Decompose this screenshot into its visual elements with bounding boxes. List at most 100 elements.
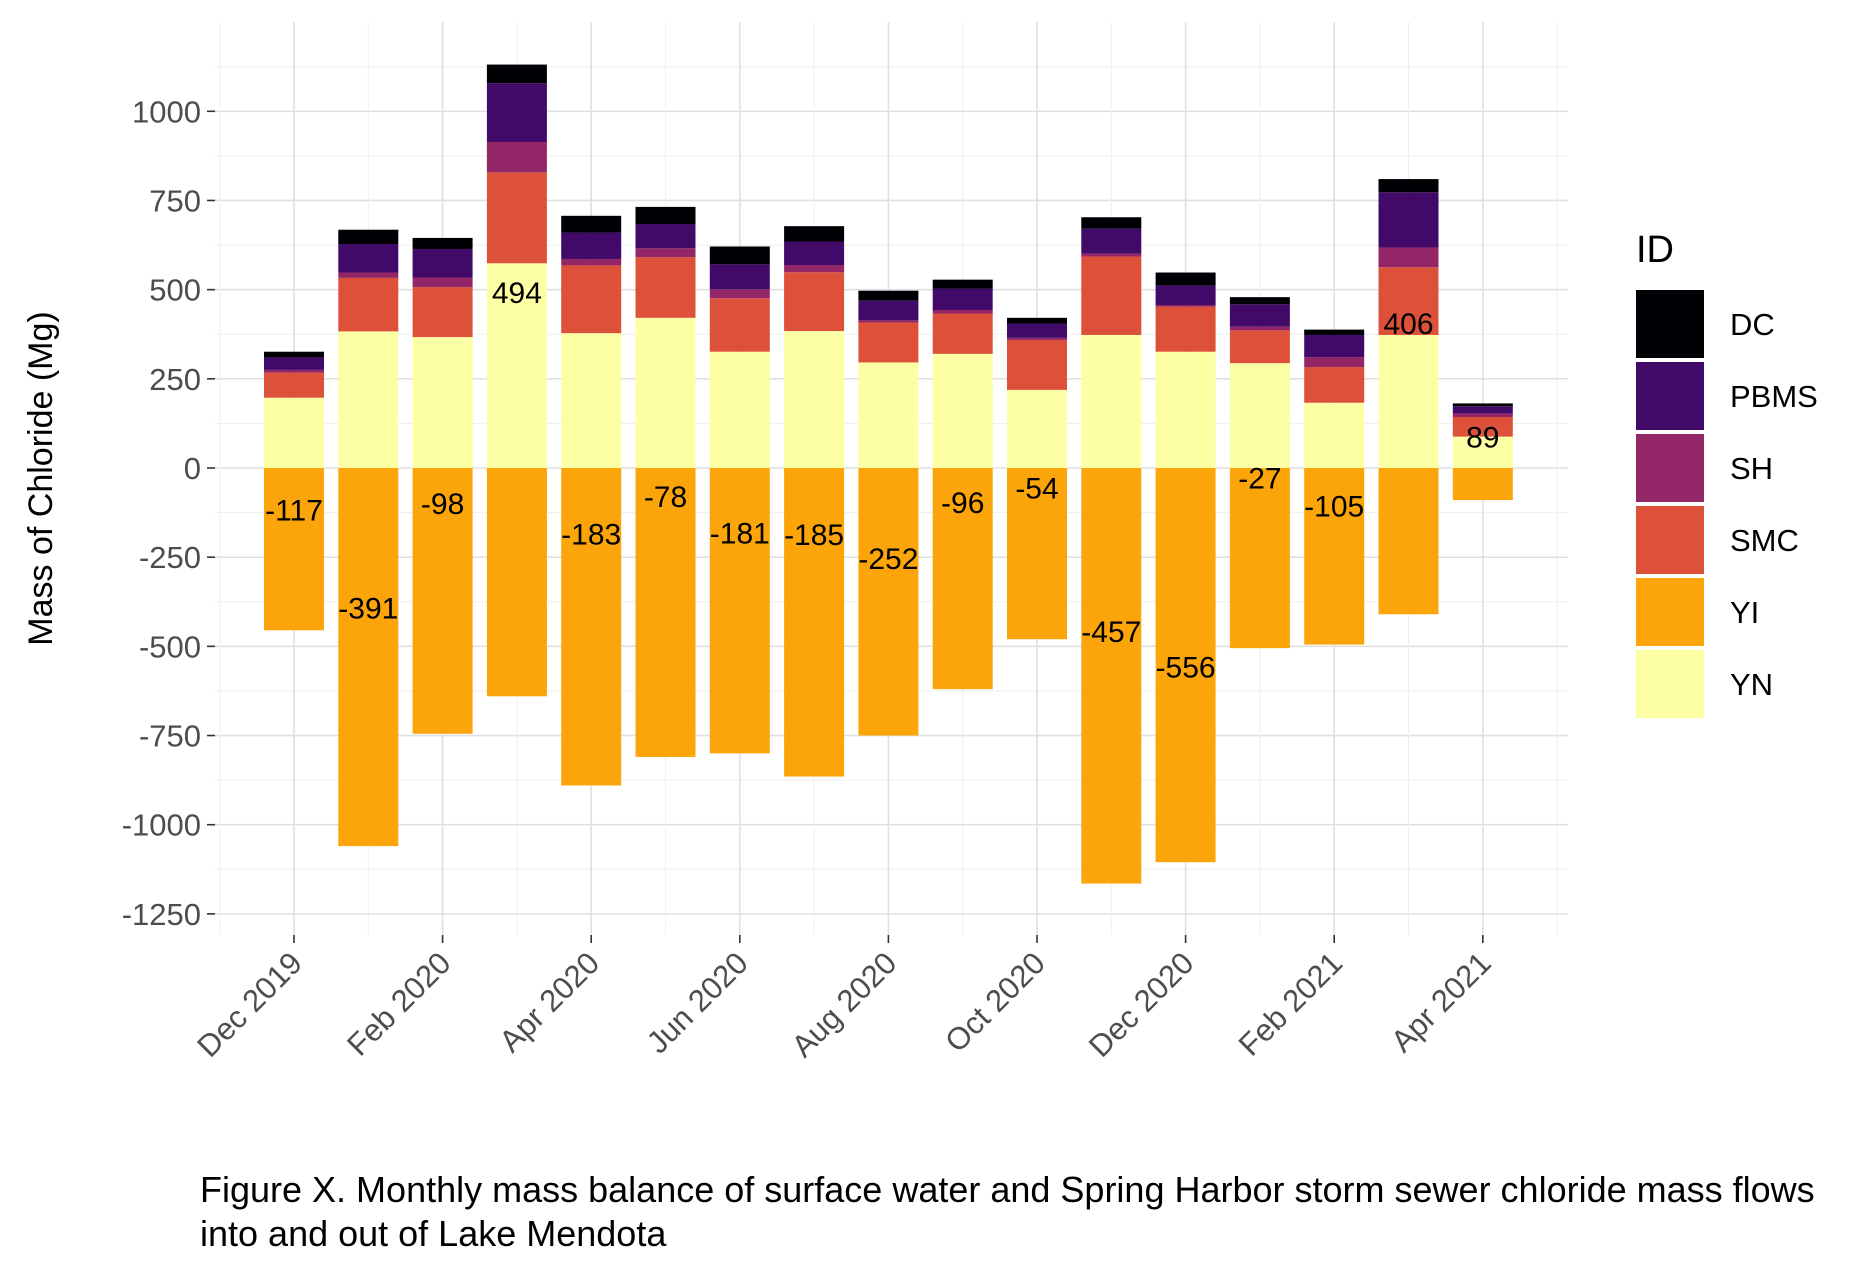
bar-smc bbox=[784, 272, 845, 332]
bar-dc bbox=[1452, 403, 1513, 407]
balance-label: -181 bbox=[710, 518, 770, 551]
bar-yn bbox=[932, 353, 993, 468]
balance-label: -98 bbox=[421, 488, 464, 521]
balance-label: -54 bbox=[1015, 472, 1058, 505]
bar-yn bbox=[1452, 436, 1513, 468]
y-tick-label: -250 bbox=[139, 540, 201, 575]
balance-label: -252 bbox=[858, 543, 918, 576]
bar-yn bbox=[1081, 334, 1142, 468]
bar-yn bbox=[1155, 351, 1216, 468]
bar-yn bbox=[412, 337, 473, 468]
balance-label: -96 bbox=[941, 487, 984, 520]
balance-label: 89 bbox=[1466, 421, 1499, 454]
balance-label: -183 bbox=[561, 518, 621, 551]
bar-pbms bbox=[858, 300, 919, 321]
x-tick-label: Feb 2020 bbox=[340, 945, 457, 1062]
bar-sh bbox=[1452, 413, 1513, 417]
bar-dc bbox=[635, 206, 696, 225]
bar-sh bbox=[561, 258, 622, 266]
legend-swatch-smc bbox=[1636, 506, 1704, 574]
bar-pbms bbox=[1081, 228, 1142, 254]
bar-sh bbox=[709, 289, 770, 299]
x-tick-label: Oct 2020 bbox=[938, 945, 1052, 1059]
x-tick-label: Aug 2020 bbox=[785, 945, 904, 1064]
bar-pbms bbox=[1452, 406, 1513, 414]
bar-yn bbox=[709, 351, 770, 468]
bar-dc bbox=[932, 279, 993, 289]
bar-yi bbox=[784, 468, 845, 777]
bar-sh bbox=[1007, 337, 1067, 340]
legend-label-sh: SH bbox=[1730, 451, 1773, 486]
y-tick-label: 0 bbox=[184, 451, 201, 486]
bar-pbms bbox=[1304, 334, 1365, 358]
balance-label: -117 bbox=[265, 495, 323, 528]
bar-yi bbox=[709, 468, 770, 754]
x-tick-label: Dec 2019 bbox=[190, 945, 309, 1064]
bar-sh bbox=[1155, 304, 1216, 307]
bar-yn bbox=[486, 263, 547, 468]
bar-dc bbox=[1081, 217, 1142, 229]
figure-caption: Figure X. Monthly mass balance of surfac… bbox=[200, 1169, 1815, 1254]
bar-pbms bbox=[784, 241, 845, 266]
bar-sh bbox=[486, 141, 547, 173]
bar-dc bbox=[412, 237, 473, 249]
legend-label-pbms: PBMS bbox=[1730, 379, 1818, 414]
bar-yi bbox=[1081, 468, 1142, 884]
bar-pbms bbox=[561, 232, 622, 259]
bar-yi bbox=[412, 468, 473, 734]
bar-sh bbox=[264, 369, 324, 373]
bar-yn bbox=[635, 317, 696, 468]
bar-sh bbox=[1378, 247, 1439, 268]
balance-label: 406 bbox=[1383, 308, 1433, 341]
bar-pbms bbox=[338, 243, 399, 273]
y-tick-label: -1250 bbox=[122, 897, 201, 932]
x-tick-label: Feb 2021 bbox=[1232, 945, 1349, 1062]
legend: ID DC PBMS SH SMC YI YN bbox=[1636, 229, 1818, 718]
bar-yi bbox=[1304, 468, 1365, 645]
bar-sh bbox=[412, 277, 473, 288]
bar-pbms bbox=[932, 288, 993, 310]
x-tick-label: Apr 2021 bbox=[1384, 945, 1498, 1059]
bar-yi bbox=[1155, 468, 1216, 863]
balance-label: -27 bbox=[1238, 463, 1281, 496]
bar-smc bbox=[338, 277, 399, 332]
bar-smc bbox=[1304, 367, 1365, 403]
balance-label: -105 bbox=[1304, 490, 1364, 523]
bar-smc bbox=[486, 172, 547, 264]
bar-dc bbox=[1155, 272, 1216, 286]
bar-pbms bbox=[412, 248, 473, 278]
bar-yn bbox=[784, 331, 845, 468]
y-tick-label: 1000 bbox=[132, 94, 201, 129]
x-tick-label: Dec 2020 bbox=[1082, 945, 1201, 1064]
bar-yi bbox=[858, 468, 919, 736]
balance-label: -78 bbox=[644, 481, 687, 514]
bar-yi bbox=[1007, 468, 1067, 640]
bar-pbms bbox=[1007, 323, 1067, 338]
legend-label-smc: SMC bbox=[1730, 523, 1799, 558]
y-tick-label: -500 bbox=[139, 629, 201, 664]
bar-dc bbox=[1304, 329, 1365, 335]
balance-label: -391 bbox=[338, 592, 398, 625]
bar-dc bbox=[264, 351, 324, 358]
bar-dc bbox=[784, 226, 845, 242]
bar-sh bbox=[1229, 326, 1290, 331]
bar-yn bbox=[338, 331, 399, 468]
balance-label: -556 bbox=[1156, 651, 1216, 684]
bar-sh bbox=[858, 320, 919, 323]
bar-smc bbox=[1007, 339, 1067, 390]
x-tick-label: Apr 2020 bbox=[492, 945, 606, 1059]
bar-smc bbox=[932, 313, 993, 354]
bar-yi bbox=[338, 468, 399, 847]
bar-sh bbox=[784, 265, 845, 273]
bar-smc bbox=[1452, 416, 1513, 437]
bar-smc bbox=[1229, 330, 1290, 364]
bar-sh bbox=[338, 272, 399, 278]
bar-yi bbox=[932, 468, 993, 690]
y-tick-label: -1000 bbox=[122, 808, 201, 843]
legend-swatch-yn bbox=[1636, 650, 1704, 718]
balance-label: -457 bbox=[1081, 616, 1141, 649]
bar-yn bbox=[1007, 389, 1067, 468]
bar-yn bbox=[264, 397, 324, 468]
bar-yn bbox=[1229, 363, 1290, 468]
bar-yi bbox=[635, 468, 696, 757]
